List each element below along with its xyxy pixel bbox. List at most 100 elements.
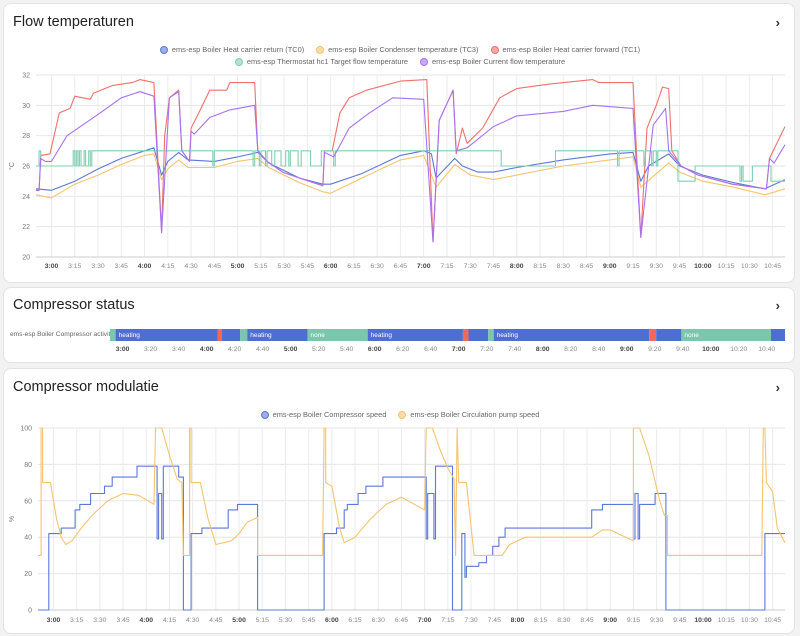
timeline-segment xyxy=(240,329,248,341)
x-tick-label: 10:30 xyxy=(741,617,758,624)
legend-swatch xyxy=(420,57,429,66)
x-tick-label: 8:30 xyxy=(557,617,570,624)
series-line xyxy=(36,79,786,243)
x-tick-label: 6:20 xyxy=(396,346,409,353)
x-tick-label: 3:45 xyxy=(116,617,129,624)
x-tick-label: 7:45 xyxy=(488,617,501,624)
legend-swatch xyxy=(490,45,499,54)
legend-item[interactable]: ems-esp Boiler Heat carrier return (TC0) xyxy=(159,45,305,54)
timeline-segment xyxy=(681,329,771,341)
x-tick-label: 10:45 xyxy=(764,263,781,270)
x-tick-label: 4:45 xyxy=(209,617,222,624)
legend-item[interactable]: ems-esp Boiler Current flow temperature xyxy=(420,57,565,66)
x-tick-label: 5:00 xyxy=(232,617,246,624)
timeline-segment xyxy=(217,329,223,341)
legend-label: ems-esp Thermostat hc1 Target flow tempe… xyxy=(246,57,409,66)
x-tick-label: 9:45 xyxy=(673,617,686,624)
legend-item[interactable]: ems-esp Boiler Heat carrier forward (TC1… xyxy=(490,45,641,54)
y-tick-label: 20 xyxy=(24,571,32,578)
x-tick-label: 10:15 xyxy=(718,617,735,624)
x-tick-label: 10:00 xyxy=(694,263,712,270)
y-tick-label: 0 xyxy=(28,608,32,615)
legend-item[interactable]: ems-esp Boiler Circulation pump speed xyxy=(398,410,539,419)
x-tick-label: 4:15 xyxy=(161,263,174,270)
card-title: Flow temperaturen xyxy=(13,14,134,30)
y-tick-label: 80 xyxy=(24,462,32,469)
x-tick-label: 6:00 xyxy=(325,617,339,624)
x-tick-label: 4:30 xyxy=(184,263,197,270)
x-tick-label: 7:15 xyxy=(441,617,454,624)
x-tick-label: 10:45 xyxy=(764,617,781,624)
x-tick-label: 7:00 xyxy=(417,263,431,270)
chevron-right-icon[interactable]: › xyxy=(775,15,780,30)
x-tick-label: 5:00 xyxy=(231,263,245,270)
legend-label: ems-esp Boiler Circulation pump speed xyxy=(410,410,540,419)
x-tick-label: 7:30 xyxy=(464,617,477,624)
timeline-segment-label: heating xyxy=(371,332,393,339)
x-tick-label: 3:00 xyxy=(45,263,59,270)
x-tick-label: 8:00 xyxy=(536,346,550,353)
y-tick-label: 100 xyxy=(20,426,32,433)
x-tick-label: 8:40 xyxy=(592,346,605,353)
legend-item[interactable]: ems-esp Boiler Compressor speed xyxy=(260,410,387,419)
x-tick-label: 3:40 xyxy=(172,346,185,353)
x-tick-label: 3:20 xyxy=(144,346,157,353)
x-tick-label: 9:00 xyxy=(603,263,617,270)
x-tick-label: 3:30 xyxy=(91,263,104,270)
x-tick-label: 6:00 xyxy=(368,346,382,353)
x-tick-label: 6:15 xyxy=(347,263,360,270)
legend-label: ems-esp Boiler Compressor speed xyxy=(272,410,387,419)
y-tick-label: 26 xyxy=(22,164,30,171)
x-tick-label: 6:30 xyxy=(371,263,384,270)
timeline-segment-label: heating xyxy=(250,332,272,339)
x-tick-label: 8:45 xyxy=(580,263,593,270)
x-tick-label: 4:00 xyxy=(138,263,152,270)
x-tick-label: 5:45 xyxy=(301,263,314,270)
x-tick-label: 6:40 xyxy=(424,346,437,353)
y-tick-label: 20 xyxy=(22,255,30,262)
legend-label: ems-esp Boiler Heat carrier forward (TC1… xyxy=(502,45,641,54)
x-tick-label: 3:00 xyxy=(47,617,61,624)
timeline-segment xyxy=(307,329,368,341)
x-tick-label: 6:00 xyxy=(324,263,338,270)
y-axis-label: °C xyxy=(8,162,16,170)
x-tick-label: 5:15 xyxy=(254,263,267,270)
x-tick-label: 10:15 xyxy=(718,263,735,270)
x-tick-label: 7:00 xyxy=(418,617,432,624)
x-tick-label: 8:20 xyxy=(564,346,577,353)
timeline-segment-label: none xyxy=(684,332,699,339)
chevron-right-icon[interactable]: › xyxy=(775,298,780,313)
x-tick-label: 6:30 xyxy=(372,617,385,624)
x-tick-label: 8:00 xyxy=(511,617,525,624)
legend-label: ems-esp Boiler Current flow temperature xyxy=(432,57,566,66)
timeline-segment xyxy=(462,329,469,341)
x-tick-label: 9:45 xyxy=(673,263,686,270)
timeline-segment xyxy=(367,329,463,341)
card-title: Compressor status xyxy=(13,297,135,313)
legend-item[interactable]: ems-esp Thermostat hc1 Target flow tempe… xyxy=(234,57,409,66)
legend-label: ems-esp Boiler Heat carrier return (TC0) xyxy=(171,45,305,54)
series-line xyxy=(35,153,786,199)
x-tick-label: 8:45 xyxy=(580,617,593,624)
x-tick-label: 10:00 xyxy=(702,346,720,353)
line-chart: 0 20 40 60 80 100 3:00 3:15 3:30 3:45 4:00 4:15 4:30… xyxy=(9,426,786,624)
legend-item[interactable]: ems-esp Boiler Condenser temperature (TC… xyxy=(316,45,479,54)
x-tick-label: 5:00 xyxy=(284,346,298,353)
timeline-segment xyxy=(493,329,650,341)
x-tick-label: 4:20 xyxy=(228,346,241,353)
x-tick-label: 9:00 xyxy=(603,617,617,624)
legend-swatch xyxy=(234,57,243,66)
series-line xyxy=(38,427,786,556)
x-tick-label: 7:15 xyxy=(440,263,453,270)
x-tick-label: 10:20 xyxy=(730,346,747,353)
timeline-segment xyxy=(649,329,657,341)
x-tick-label: 10:40 xyxy=(758,346,775,353)
x-tick-label: 7:00 xyxy=(452,346,466,353)
x-tick-label: 6:45 xyxy=(395,617,408,624)
compressor-status-card: Compressor status › xyxy=(3,287,795,363)
y-tick-label: 32 xyxy=(22,73,30,80)
timeline-segment xyxy=(247,329,308,341)
timeline-row-label: ems-esp Boiler Compressor activity xyxy=(10,331,114,338)
chevron-right-icon[interactable]: › xyxy=(775,380,780,395)
